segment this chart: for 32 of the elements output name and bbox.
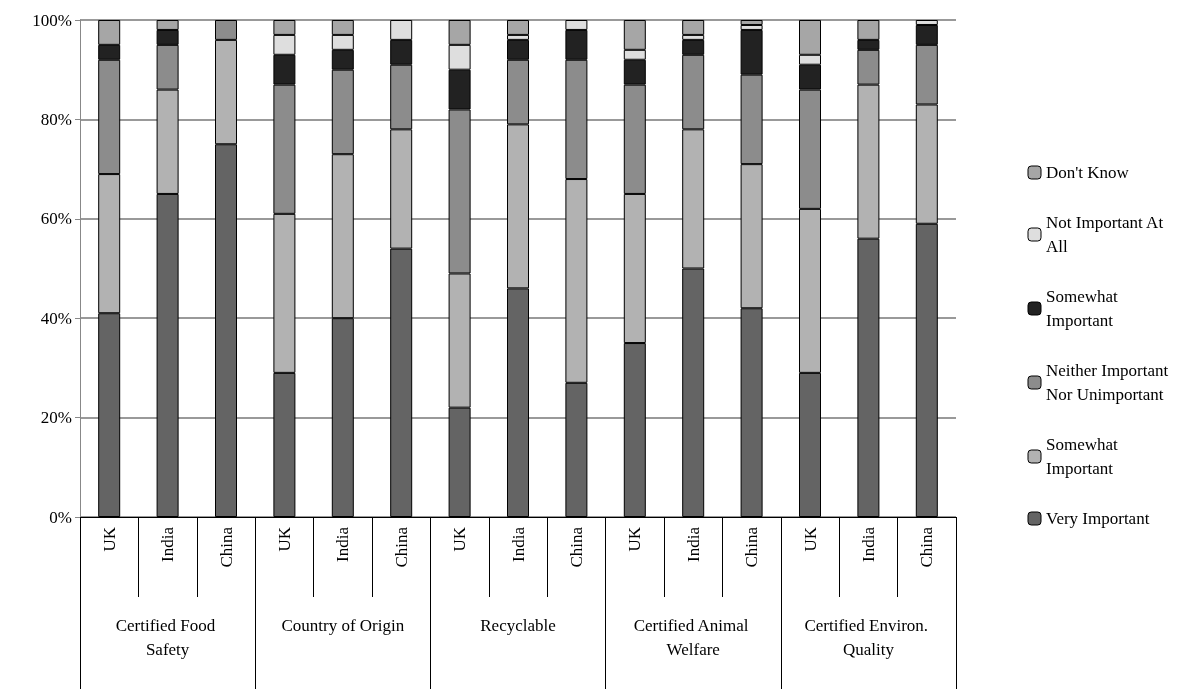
- x-tick-label: India: [158, 526, 178, 562]
- x-tick-label: India: [683, 526, 703, 562]
- text: Recyclable: [480, 615, 556, 635]
- x-tick-label: UK: [450, 526, 470, 552]
- legend-label: Very Important: [1046, 509, 1150, 528]
- y-tick-label: 40%: [40, 308, 72, 328]
- x-tick-label: China: [917, 526, 937, 568]
- y-tick-label: 60%: [40, 209, 72, 229]
- text: Certified Animal Welfare: [633, 615, 753, 659]
- x-tick-label: UK: [274, 526, 294, 552]
- text: Certified Food Safety: [115, 615, 220, 659]
- text: Country of Origin: [281, 615, 405, 635]
- text: Certified Environ. Quality: [804, 615, 933, 659]
- y-tick-label: 100%: [32, 10, 72, 30]
- x-tick-label: UK: [625, 526, 645, 552]
- x-tick-label: China: [566, 526, 586, 568]
- y-tick-label: 20%: [40, 408, 72, 428]
- legend-label: Not Important At All: [1046, 213, 1168, 256]
- x-tick-label: UK: [99, 526, 119, 552]
- y-tick-label: 0%: [49, 507, 72, 527]
- x-tick-label: India: [333, 526, 353, 562]
- legend-label: Somewhat Important: [1046, 287, 1123, 330]
- legend-label: Neither Important Nor Unimportant: [1046, 361, 1173, 404]
- x-tick-label: UK: [800, 526, 820, 552]
- x-tick-label: China: [742, 526, 762, 568]
- legend-label: Somewhat Important: [1046, 435, 1123, 478]
- x-tick-label: China: [391, 526, 411, 568]
- x-tick-label: India: [858, 526, 878, 562]
- legend-label: Don't Know: [1046, 163, 1130, 182]
- y-tick-label: 80%: [40, 109, 72, 129]
- x-tick-label: India: [508, 526, 528, 562]
- x-tick-label: China: [216, 526, 236, 568]
